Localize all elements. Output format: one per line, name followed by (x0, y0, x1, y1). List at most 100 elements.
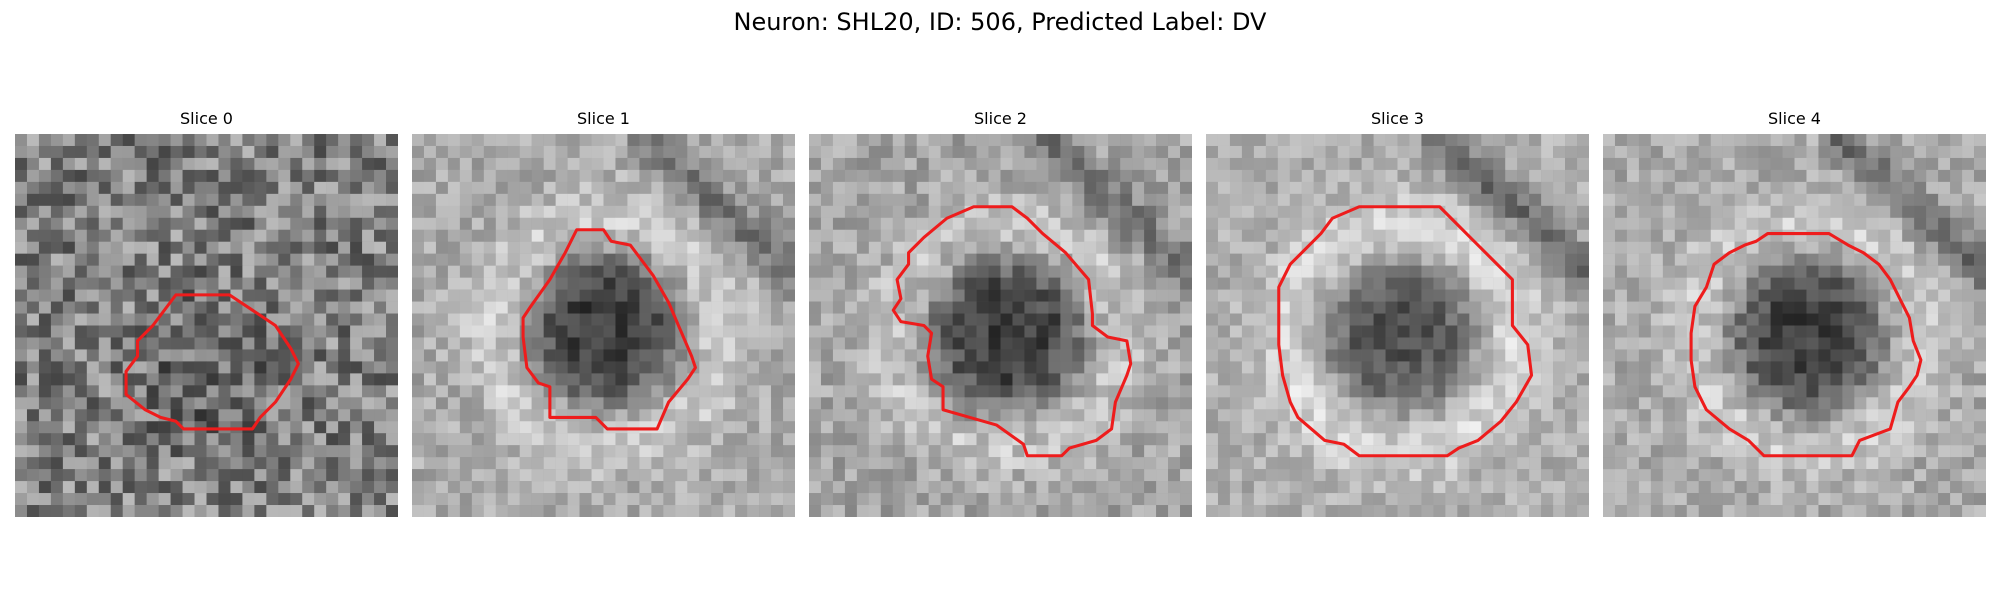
pixel (651, 397, 663, 409)
pixel (1926, 302, 1938, 314)
pixel (1962, 433, 1974, 445)
pixel (1242, 218, 1254, 230)
pixel (1084, 385, 1096, 397)
pixel (386, 290, 398, 302)
pixel (1012, 218, 1024, 230)
pixel (135, 421, 147, 433)
pixel (15, 505, 27, 517)
pixel (929, 242, 941, 254)
pixel (1242, 421, 1254, 433)
pixel (639, 278, 651, 290)
pixel (1445, 469, 1457, 481)
pixel (314, 170, 326, 182)
pixel (532, 182, 544, 194)
pixel (230, 218, 242, 230)
pixel (508, 266, 520, 278)
pixel (1806, 170, 1818, 182)
pixel (374, 349, 386, 361)
pixel (147, 421, 159, 433)
pixel (1206, 230, 1218, 242)
pixel (218, 182, 230, 194)
pixel (1096, 349, 1108, 361)
pixel (1445, 146, 1457, 158)
pixel (15, 361, 27, 373)
pixel (1842, 290, 1854, 302)
pixel (580, 457, 592, 469)
pixel (1639, 230, 1651, 242)
pixel (905, 290, 917, 302)
pixel (699, 361, 711, 373)
pixel (723, 469, 735, 481)
pixel (1278, 158, 1290, 170)
pixel (1290, 230, 1302, 242)
pixel (39, 266, 51, 278)
pixel (1806, 385, 1818, 397)
pixel (75, 206, 87, 218)
pixel (1144, 206, 1156, 218)
pixel (1012, 505, 1024, 517)
pixel (362, 326, 374, 338)
pixel (424, 337, 436, 349)
pixel (362, 206, 374, 218)
pixel (218, 361, 230, 373)
pixel (99, 242, 111, 254)
pixel (1699, 314, 1711, 326)
pixel (699, 254, 711, 266)
pixel (1505, 182, 1517, 194)
pixel (1481, 230, 1493, 242)
pixel (159, 290, 171, 302)
pixel (1290, 349, 1302, 361)
pixel (39, 457, 51, 469)
pixel (314, 182, 326, 194)
pixel (1950, 278, 1962, 290)
pixel (1433, 397, 1445, 409)
pixel (556, 158, 568, 170)
pixel (1854, 373, 1866, 385)
pixel (759, 194, 771, 206)
pixel (1156, 397, 1168, 409)
slice-panel-0: Slice 0 (15, 108, 398, 520)
pixel (1048, 158, 1060, 170)
pixel (15, 337, 27, 349)
pixel (218, 481, 230, 493)
pixel (592, 397, 604, 409)
pixel (639, 457, 651, 469)
pixel (1144, 278, 1156, 290)
pixel (171, 218, 183, 230)
pixel (374, 218, 386, 230)
pixel (1962, 206, 1974, 218)
pixel (436, 170, 448, 182)
pixel (953, 302, 965, 314)
pixel (1180, 385, 1192, 397)
pixel (989, 314, 1001, 326)
pixel (1878, 206, 1890, 218)
pixel (99, 481, 111, 493)
pixel (857, 242, 869, 254)
pixel (723, 182, 735, 194)
pixel (1505, 242, 1517, 254)
pixel (1206, 182, 1218, 194)
pixel (484, 206, 496, 218)
pixel (386, 158, 398, 170)
pixel (821, 242, 833, 254)
pixel (51, 421, 63, 433)
pixel (544, 146, 556, 158)
pixel (845, 457, 857, 469)
pixel (1120, 194, 1132, 206)
pixel (699, 457, 711, 469)
pixel (1302, 146, 1314, 158)
pixel (663, 457, 675, 469)
pixel (1180, 493, 1192, 505)
pixel (496, 493, 508, 505)
pixel (1699, 194, 1711, 206)
pixel (1663, 254, 1675, 266)
pixel (1902, 170, 1914, 182)
pixel (1254, 182, 1266, 194)
pixel (905, 373, 917, 385)
pixel (627, 457, 639, 469)
pixel (735, 445, 747, 457)
pixel (965, 314, 977, 326)
pixel (1505, 433, 1517, 445)
pixel (207, 194, 219, 206)
pixel (771, 349, 783, 361)
